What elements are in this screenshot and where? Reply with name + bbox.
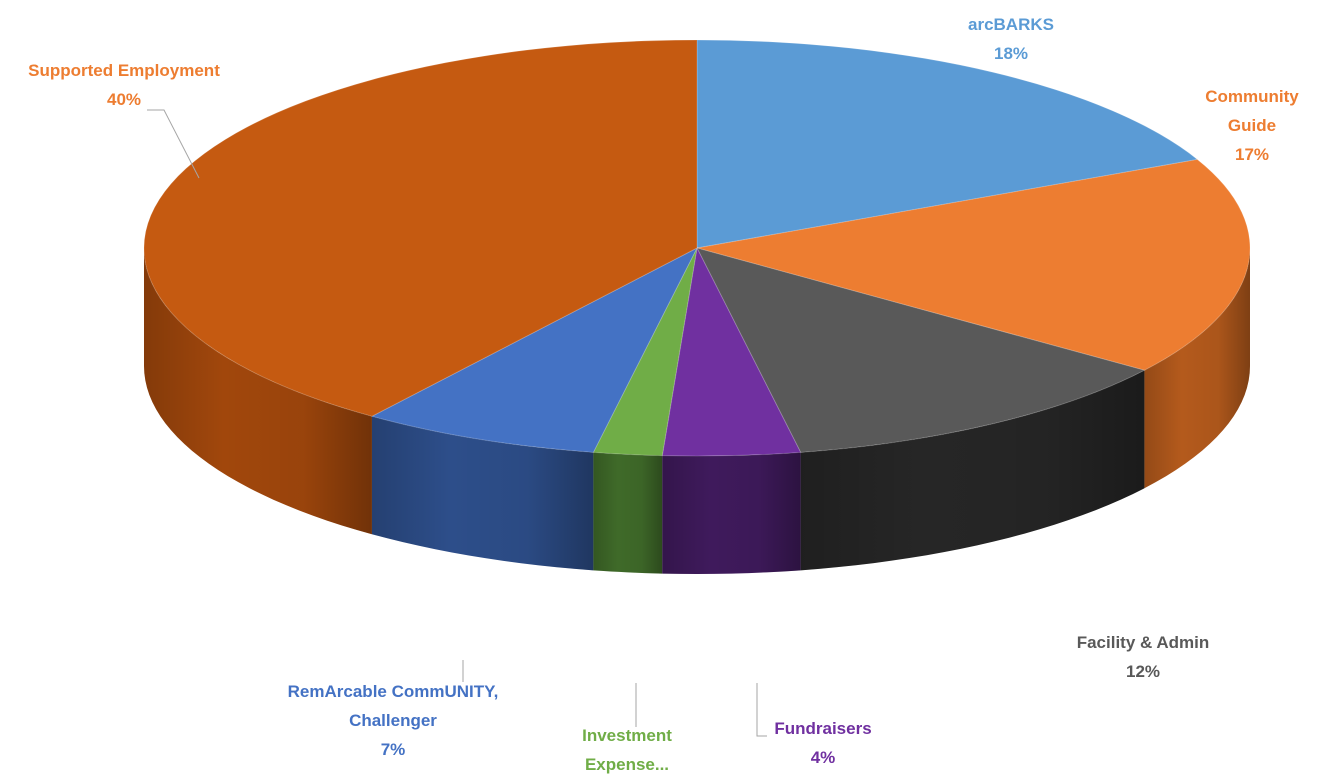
- pie-slice-4: [592, 247, 698, 457]
- data-label-name: arcBARKS: [968, 15, 1054, 34]
- pie-side-shade-3: [662, 452, 801, 574]
- data-label-name: RemArcable CommUNITY,: [288, 682, 499, 701]
- pie-top-faces: [143, 39, 1251, 457]
- data-label-name: Facility & Admin: [1077, 633, 1210, 652]
- leader-lines: [147, 109, 767, 737]
- data-label-name: Expense...: [585, 755, 669, 774]
- pie-slice-2: [696, 247, 1146, 453]
- pie-slice-5: [370, 246, 699, 453]
- data-label-name: Investment: [582, 726, 672, 745]
- pie-slice-3: [661, 246, 802, 457]
- leader-line-6: [147, 109, 200, 179]
- data-label-percent: 12%: [1126, 662, 1160, 681]
- data-label-percent: 7%: [381, 740, 406, 759]
- data-label-name: Supported Employment: [28, 61, 220, 80]
- data-label-percent: 4%: [811, 748, 836, 767]
- pie-side-shade-6: [144, 248, 372, 535]
- pie-side-shade-4: [593, 452, 663, 574]
- leader-line-3: [756, 683, 767, 737]
- pie-sides: [144, 248, 1250, 574]
- data-labels: arcBARKS 18% Community Guide 17% Facility & A…: [28, 15, 1299, 774]
- data-label-name: Community: [1205, 87, 1299, 106]
- pie-side-shade-5: [371, 416, 594, 571]
- data-label-name: Fundraisers: [774, 719, 871, 738]
- pie-side-shade-2: [800, 370, 1145, 571]
- data-label-percent: 18%: [994, 44, 1028, 63]
- data-label-name: Challenger: [349, 711, 437, 730]
- pie-slice-6: [143, 39, 698, 417]
- pie-slice-1: [696, 158, 1251, 371]
- pie-side-shade-1: [1144, 248, 1250, 489]
- pie-slice-0: [696, 39, 1199, 249]
- data-label-name: Guide: [1228, 116, 1276, 135]
- data-label-percent: 17%: [1235, 145, 1269, 164]
- data-label-percent: 40%: [107, 90, 141, 109]
